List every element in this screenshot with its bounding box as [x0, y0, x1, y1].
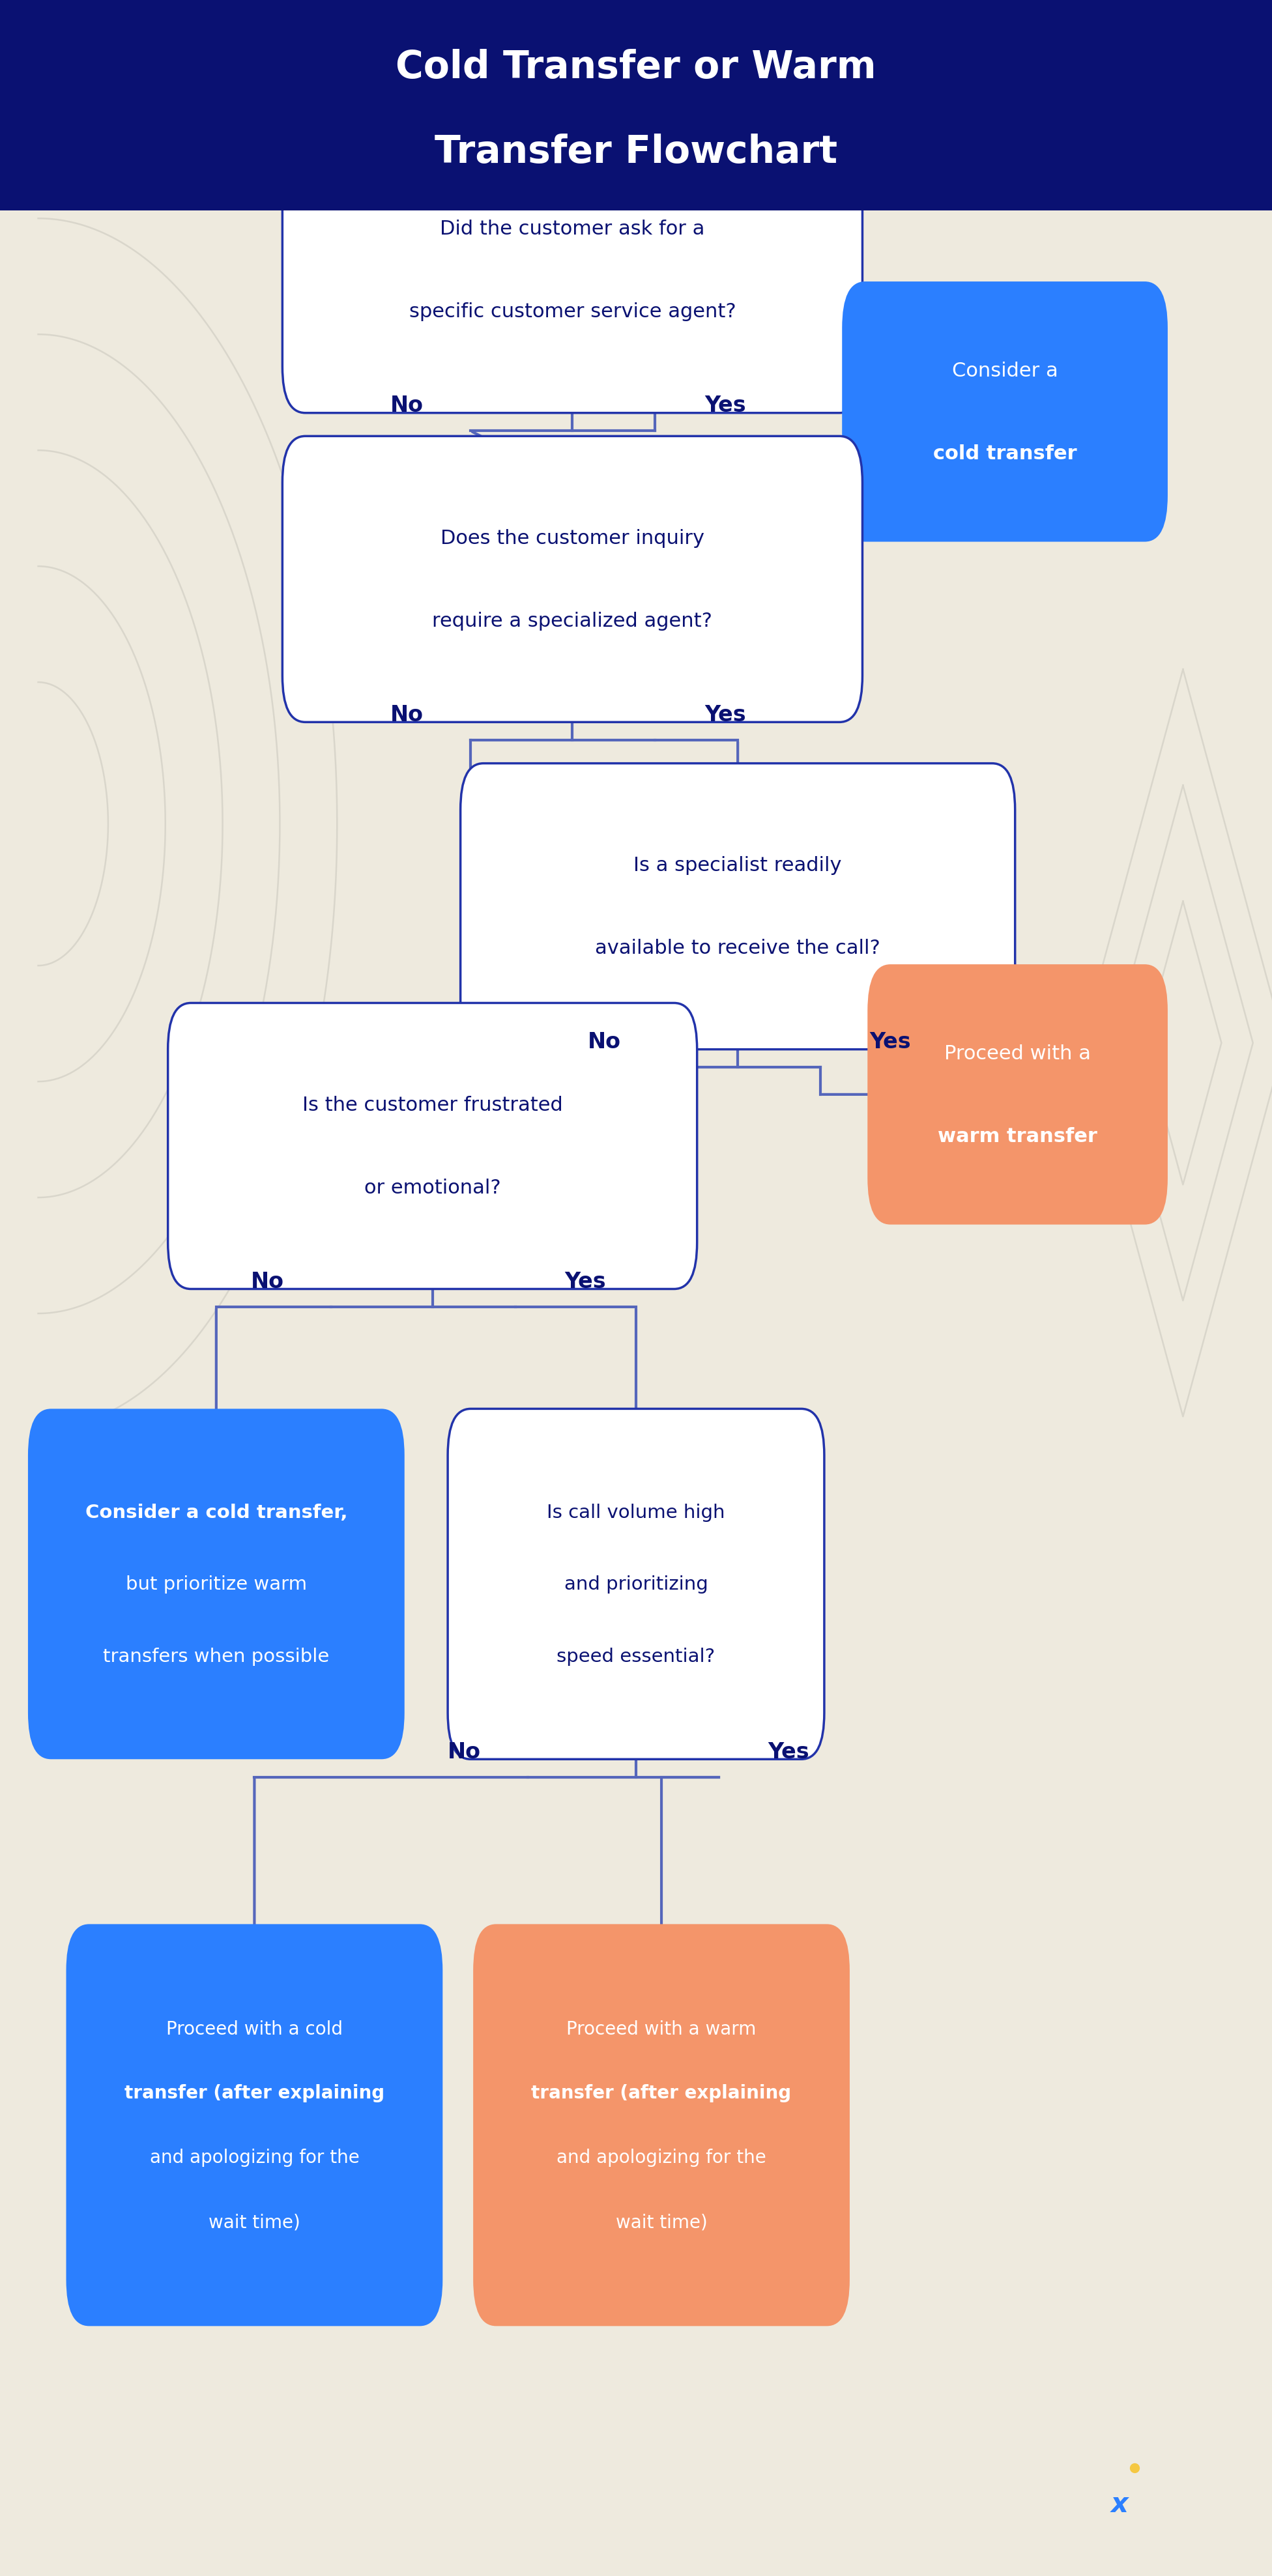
Text: No: No: [391, 703, 424, 726]
FancyBboxPatch shape: [66, 1924, 443, 2326]
Text: and apologizing for the: and apologizing for the: [557, 2148, 766, 2166]
Text: transfer (after explaining: transfer (after explaining: [125, 2084, 384, 2102]
Text: Did the customer ask for a: Did the customer ask for a: [440, 219, 705, 240]
Text: No: No: [391, 394, 424, 417]
Text: cold transfer: cold transfer: [932, 443, 1077, 464]
Text: Does the customer inquiry: Does the customer inquiry: [440, 528, 705, 549]
Text: wait time): wait time): [209, 2213, 300, 2231]
Text: require a specialized agent?: require a specialized agent?: [432, 611, 712, 631]
Text: No: No: [251, 1270, 284, 1293]
Text: Yes: Yes: [705, 394, 745, 417]
FancyBboxPatch shape: [282, 126, 862, 412]
FancyBboxPatch shape: [448, 1409, 824, 1759]
Text: Is the customer frustrated: Is the customer frustrated: [303, 1095, 562, 1115]
Text: Is call volume high: Is call volume high: [547, 1502, 725, 1522]
Text: Proceed with a warm: Proceed with a warm: [566, 2020, 757, 2038]
Text: Transfer Flowchart: Transfer Flowchart: [435, 134, 837, 170]
FancyBboxPatch shape: [473, 1924, 850, 2326]
FancyBboxPatch shape: [842, 283, 1168, 544]
Text: transfer (after explaining: transfer (after explaining: [532, 2084, 791, 2102]
Text: Consider a cold transfer,: Consider a cold transfer,: [85, 1502, 347, 1522]
Text: available to receive the call?: available to receive the call?: [595, 938, 880, 958]
FancyBboxPatch shape: [460, 762, 1015, 1051]
Text: Consider a: Consider a: [951, 361, 1058, 381]
Text: and prioritizing: and prioritizing: [563, 1574, 709, 1595]
FancyBboxPatch shape: [0, 0, 1272, 211]
Text: warm transfer: warm transfer: [937, 1126, 1098, 1146]
Text: Yes: Yes: [705, 703, 745, 726]
Text: specific customer service agent?: specific customer service agent?: [410, 301, 735, 322]
Text: No: No: [588, 1030, 621, 1054]
Text: transfers when possible: transfers when possible: [103, 1646, 329, 1667]
Text: Proceed with a: Proceed with a: [944, 1043, 1091, 1064]
Text: Is a specialist readily: Is a specialist readily: [633, 855, 842, 876]
Text: or emotional?: or emotional?: [364, 1177, 501, 1198]
FancyBboxPatch shape: [868, 966, 1168, 1226]
Text: Yes: Yes: [870, 1030, 911, 1054]
FancyBboxPatch shape: [28, 1409, 404, 1759]
Text: and apologizing for the: and apologizing for the: [150, 2148, 359, 2166]
Text: Cold Transfer or Warm: Cold Transfer or Warm: [396, 49, 876, 85]
Text: x: x: [1110, 2491, 1128, 2517]
FancyBboxPatch shape: [282, 435, 862, 721]
Text: but prioritize warm: but prioritize warm: [126, 1574, 307, 1595]
Text: wait time): wait time): [616, 2213, 707, 2231]
FancyBboxPatch shape: [168, 1002, 697, 1288]
Text: Yes: Yes: [565, 1270, 605, 1293]
Text: No: No: [448, 1741, 481, 1762]
Text: speed essential?: speed essential?: [557, 1646, 715, 1667]
Text: Yes: Yes: [768, 1741, 809, 1762]
Text: Proceed with a cold: Proceed with a cold: [167, 2020, 342, 2038]
